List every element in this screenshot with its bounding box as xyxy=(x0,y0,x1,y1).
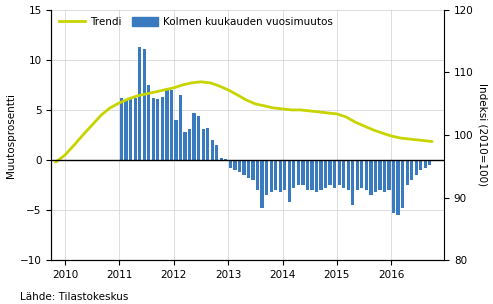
Bar xyxy=(301,160,305,185)
Bar xyxy=(306,160,309,190)
Bar xyxy=(319,160,323,190)
Bar xyxy=(156,99,159,160)
Bar xyxy=(238,160,241,172)
Bar xyxy=(129,99,132,160)
Bar xyxy=(138,47,141,160)
Bar xyxy=(134,98,137,160)
Bar xyxy=(260,160,264,208)
Bar xyxy=(406,160,409,185)
Bar xyxy=(374,160,377,192)
Bar xyxy=(270,160,273,192)
Bar xyxy=(247,160,250,178)
Bar xyxy=(188,129,191,160)
Bar xyxy=(206,128,210,160)
Bar xyxy=(383,160,386,192)
Bar xyxy=(147,85,150,160)
Bar xyxy=(120,98,123,160)
Bar xyxy=(387,160,390,190)
Bar xyxy=(179,95,182,160)
Bar xyxy=(229,160,232,168)
Bar xyxy=(342,160,346,188)
Bar xyxy=(360,160,363,188)
Bar xyxy=(170,90,173,160)
Bar xyxy=(142,49,146,160)
Bar xyxy=(183,132,187,160)
Bar xyxy=(328,160,332,185)
Bar xyxy=(265,160,268,195)
Bar xyxy=(311,160,314,190)
Bar xyxy=(161,97,164,160)
Bar xyxy=(202,129,205,160)
Bar xyxy=(365,160,368,190)
Legend: Trendi, Kolmen kuukauden vuosimuutos: Trendi, Kolmen kuukauden vuosimuutos xyxy=(54,13,337,31)
Bar xyxy=(211,140,214,160)
Bar xyxy=(315,160,318,192)
Bar xyxy=(288,160,291,202)
Bar xyxy=(125,100,128,160)
Bar xyxy=(378,160,382,190)
Bar xyxy=(297,160,300,185)
Bar xyxy=(338,160,341,185)
Bar xyxy=(401,160,404,208)
Bar xyxy=(333,160,336,188)
Bar xyxy=(423,160,427,168)
Bar xyxy=(419,160,423,170)
Bar xyxy=(220,158,223,160)
Bar xyxy=(415,160,418,175)
Bar xyxy=(279,160,282,192)
Bar xyxy=(392,160,395,213)
Bar xyxy=(152,98,155,160)
Bar xyxy=(428,160,431,165)
Bar xyxy=(283,160,286,190)
Bar xyxy=(256,160,259,190)
Bar xyxy=(274,160,278,190)
Text: Lähde: Tilastokeskus: Lähde: Tilastokeskus xyxy=(20,292,128,302)
Bar xyxy=(233,160,237,170)
Bar xyxy=(355,160,359,190)
Bar xyxy=(369,160,373,195)
Y-axis label: Muutosprosentti: Muutosprosentti xyxy=(5,92,16,178)
Bar xyxy=(165,90,169,160)
Bar xyxy=(292,160,295,188)
Bar xyxy=(197,116,200,160)
Bar xyxy=(175,120,177,160)
Bar xyxy=(396,160,400,215)
Bar xyxy=(243,160,246,175)
Bar xyxy=(324,160,327,188)
Bar xyxy=(251,160,255,180)
Bar xyxy=(410,160,413,180)
Bar xyxy=(215,145,218,160)
Bar xyxy=(347,160,350,190)
Bar xyxy=(192,113,196,160)
Bar xyxy=(351,160,354,205)
Bar xyxy=(224,159,227,160)
Y-axis label: Indeksi (2010=100): Indeksi (2010=100) xyxy=(477,84,488,187)
